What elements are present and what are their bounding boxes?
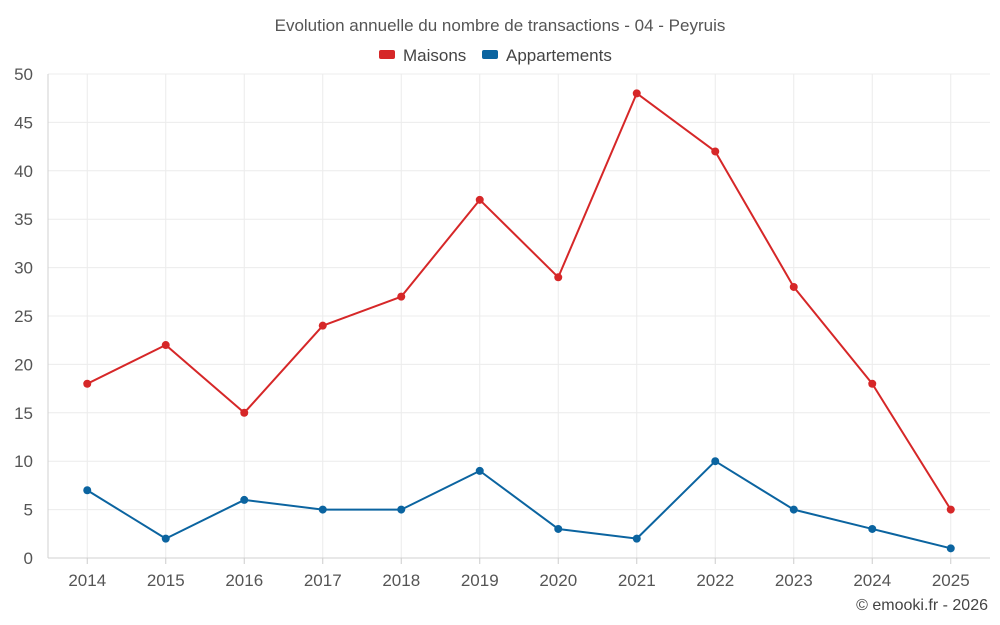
series-line <box>86 92 952 511</box>
x-tick-label: 2018 <box>382 571 420 590</box>
x-tick-label: 2016 <box>225 571 263 590</box>
y-tick-label: 5 <box>24 501 33 520</box>
data-point[interactable] <box>240 408 249 417</box>
data-point[interactable] <box>868 524 877 533</box>
legend-swatch <box>482 50 498 59</box>
y-tick-label: 20 <box>14 355 33 374</box>
data-point[interactable] <box>789 505 798 514</box>
series-appartements <box>83 457 955 553</box>
legend-label[interactable]: Maisons <box>403 46 466 65</box>
data-point[interactable] <box>632 89 641 98</box>
y-tick-label: 40 <box>14 162 33 181</box>
x-tick-label: 2015 <box>147 571 185 590</box>
data-point[interactable] <box>318 505 327 514</box>
credit-text: © emooki.fr - 2026 <box>856 597 988 614</box>
data-point[interactable] <box>397 292 406 301</box>
y-tick-label: 45 <box>14 113 33 132</box>
data-point[interactable] <box>161 534 170 543</box>
data-point[interactable] <box>554 273 563 282</box>
data-point[interactable] <box>397 505 406 514</box>
data-point[interactable] <box>711 147 720 156</box>
series-maisons <box>83 89 955 514</box>
data-point[interactable] <box>946 544 955 553</box>
grid <box>48 73 990 559</box>
data-point[interactable] <box>946 505 955 514</box>
y-tick-label: 30 <box>14 259 33 278</box>
data-point[interactable] <box>554 524 563 533</box>
data-point[interactable] <box>83 379 92 388</box>
data-point[interactable] <box>789 282 798 291</box>
data-point[interactable] <box>475 195 484 204</box>
x-tick-label: 2023 <box>775 571 813 590</box>
y-tick-label: 35 <box>14 210 33 229</box>
y-tick-label: 10 <box>14 452 33 471</box>
data-point[interactable] <box>475 466 484 475</box>
x-tick-label: 2022 <box>696 571 734 590</box>
data-point[interactable] <box>240 495 249 504</box>
x-tick-label: 2025 <box>932 571 970 590</box>
y-tick-label: 25 <box>14 307 33 326</box>
series-line <box>86 460 951 550</box>
x-tick-label: 2024 <box>853 571 891 590</box>
data-point[interactable] <box>711 457 720 466</box>
x-tick-label: 2014 <box>68 571 106 590</box>
x-tick-label: 2020 <box>539 571 577 590</box>
data-point[interactable] <box>161 341 170 350</box>
legend-swatch <box>379 50 395 59</box>
series <box>83 89 955 553</box>
y-tick-label: 15 <box>14 404 33 423</box>
legend-label[interactable]: Appartements <box>506 46 612 65</box>
legend: Maisons Appartements <box>379 46 612 65</box>
data-point[interactable] <box>632 534 641 543</box>
x-tick-label: 2017 <box>304 571 342 590</box>
y-tick-label: 0 <box>24 549 33 568</box>
y-tick-label: 50 <box>14 65 33 84</box>
data-point[interactable] <box>868 379 877 388</box>
data-point[interactable] <box>83 486 92 495</box>
data-point[interactable] <box>318 321 327 330</box>
x-tick-label: 2021 <box>618 571 656 590</box>
x-tick-label: 2019 <box>461 571 499 590</box>
chart-title: Evolution annuelle du nombre de transact… <box>275 16 726 35</box>
